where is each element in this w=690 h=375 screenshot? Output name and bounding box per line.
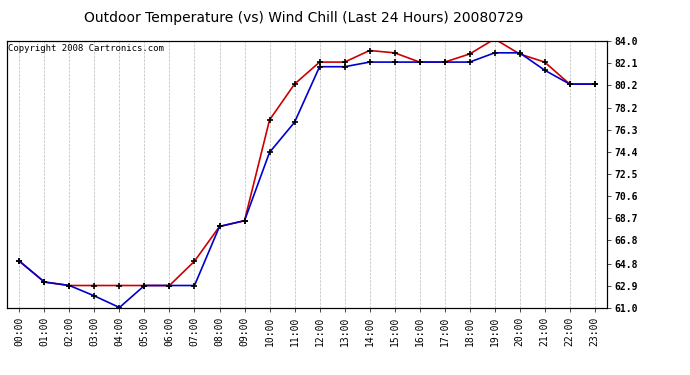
Text: Outdoor Temperature (vs) Wind Chill (Last 24 Hours) 20080729: Outdoor Temperature (vs) Wind Chill (Las… [84, 11, 523, 25]
Text: Copyright 2008 Cartronics.com: Copyright 2008 Cartronics.com [8, 44, 164, 53]
